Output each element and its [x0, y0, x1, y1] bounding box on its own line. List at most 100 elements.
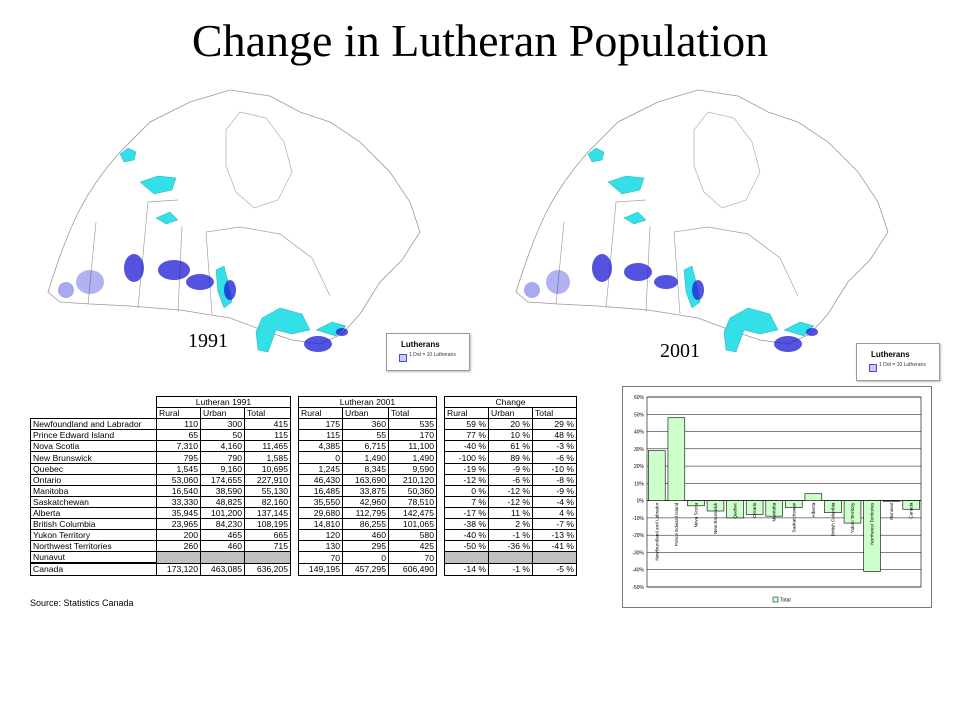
y-tick-label: 60% — [634, 395, 645, 401]
value-1991-cell: 415 — [244, 418, 291, 431]
bar — [804, 493, 823, 501]
value-2001-cell: 535 — [388, 418, 437, 431]
table-row: Manitoba 16,540 38,590 55,130 16,485 33,875 50… — [30, 484, 577, 497]
change-cell: -41 % — [532, 540, 577, 553]
bar — [706, 500, 725, 512]
table-row: Canada 173,120 463,085 636,205 149,195 457,29… — [30, 562, 577, 576]
value-2001-cell: 8,345 — [342, 462, 389, 475]
dot-swatch-icon — [869, 364, 877, 372]
change-cell: -10 % — [532, 462, 577, 475]
value-2001-cell: 1,490 — [342, 451, 389, 464]
map-2001-legend-text: 1 Dot = 10 Lutherans — [879, 362, 926, 368]
change-cell: -9 % — [488, 462, 533, 475]
bar — [687, 500, 705, 507]
value-2001-cell: 149,195 — [298, 562, 343, 576]
value-2001-cell: 78,510 — [388, 495, 437, 508]
row-name: New Brunswick — [30, 451, 157, 464]
value-1991-cell: 110 — [156, 418, 201, 431]
change-cell: 29 % — [532, 418, 577, 431]
row-name: Saskatchewan — [30, 495, 157, 508]
value-1991-cell: 9,160 — [200, 462, 245, 475]
value-2001-cell: 115 — [298, 429, 343, 442]
value-2001-cell: 1,490 — [388, 451, 437, 464]
value-2001-cell: 46,430 — [298, 473, 343, 486]
bar — [785, 500, 803, 508]
bar — [882, 500, 901, 502]
table-row: Saskatchewan 33,330 48,825 82,160 35,550 42,9… — [30, 495, 577, 508]
map-1991-legend: Lutherans 1 Dot = 10 Lutherans — [386, 333, 470, 371]
map-2001-legend-title: Lutherans — [871, 350, 910, 359]
map-1991 — [30, 82, 466, 382]
value-1991-cell: 300 — [200, 418, 245, 431]
change-cell: -36 % — [488, 540, 533, 553]
change-cell: -38 % — [444, 518, 489, 531]
value-1991-cell: 101,200 — [200, 506, 245, 520]
bar — [667, 417, 686, 501]
change-cell: -50 % — [444, 540, 489, 553]
change-cell: -6 % — [532, 451, 577, 464]
value-2001-cell: 457,295 — [342, 562, 389, 576]
table-group-header-row: Lutheran 1991 Lutheran 2001 Change — [31, 395, 577, 409]
value-2001-cell: 120 — [298, 529, 343, 542]
sub-header-total: Total — [532, 407, 577, 420]
change-cell: 59 % — [444, 418, 489, 431]
legend-swatch — [772, 596, 779, 603]
sub-header-urban: Urban — [200, 407, 245, 420]
value-1991-cell: 50 — [200, 429, 245, 442]
category-label: Prince Edward Island — [674, 502, 679, 546]
table-source-note: Source: Statistics Canada — [30, 598, 134, 608]
table-body: Lutheran 1991 Lutheran 2001 Change Rural… — [30, 395, 577, 576]
change-cell — [488, 551, 533, 564]
value-1991-cell: 1,585 — [244, 451, 291, 464]
value-2001-cell: 1,245 — [298, 462, 343, 475]
table-row: Prince Edward Island 65 50 115 115 55 170 77 % 1… — [30, 429, 577, 442]
category-label: Ontario — [752, 502, 757, 518]
sub-header-total: Total — [388, 407, 437, 420]
table-row: New Brunswick 795 790 1,585 0 1,490 1,490 -100 … — [30, 451, 577, 464]
table-row: British Columbia 23,965 84,230 108,195 14,81… — [30, 518, 577, 531]
row-name: Manitoba — [30, 484, 157, 497]
value-1991-cell: 16,540 — [156, 484, 201, 497]
value-1991-cell: 715 — [244, 540, 291, 553]
value-2001-cell: 606,490 — [388, 562, 437, 576]
sub-header-rural: Rural — [156, 407, 201, 420]
slide-title: Change in Lutheran Population — [191, 15, 769, 66]
category-label: New Brunswick — [713, 502, 718, 534]
value-2001-cell: 42,960 — [342, 495, 389, 508]
value-1991-cell: 790 — [200, 451, 245, 464]
row-name: Alberta — [30, 506, 157, 520]
map-1991-legend-text: 1 Dot = 10 Lutherans — [409, 352, 456, 358]
value-1991-cell: 4,160 — [200, 440, 245, 453]
sub-header-urban: Urban — [342, 407, 389, 420]
change-bar-chart: 60% 50% 40% 30% 20% 10% 0% -10% -20% -30% -40% -50%… — [632, 395, 922, 604]
category-label: Quebec — [733, 502, 738, 519]
value-1991-cell — [244, 551, 291, 564]
value-2001-cell: 29,680 — [298, 506, 343, 520]
row-name: Newfoundland and Labrador — [30, 418, 157, 431]
change-cell: 10 % — [488, 429, 533, 442]
change-cell: -12 % — [488, 495, 533, 508]
bar — [863, 500, 881, 572]
bar — [765, 500, 783, 517]
change-cell: -12 % — [444, 473, 489, 486]
table-sub-header-row: Rural Urban Total Rural Urban Total Rura… — [31, 407, 577, 420]
change-cell: -6 % — [488, 473, 533, 486]
group-header-1991: Lutheran 1991 — [156, 395, 291, 409]
change-bar-chart-frame: 60% 50% 40% 30% 20% 10% 0% -10% -20% -30% -40% -50%… — [622, 386, 932, 608]
change-cell: -13 % — [532, 529, 577, 542]
map-2001-legend: Lutherans 1 Dot = 10 Lutherans — [856, 343, 940, 381]
sub-header-rural: Rural — [444, 407, 489, 420]
change-cell: 77 % — [444, 429, 489, 442]
row-name: Nunavut — [30, 551, 157, 564]
y-tick-label: 30% — [634, 447, 645, 453]
value-2001-cell: 360 — [342, 418, 389, 431]
category-label: Alberta — [811, 502, 816, 517]
category-label: Saskatchewan — [791, 502, 796, 532]
value-1991-cell: 10,695 — [244, 462, 291, 475]
bar — [843, 500, 862, 524]
y-tick-label: -20% — [632, 533, 644, 539]
value-2001-cell: 70 — [388, 551, 437, 564]
value-1991-cell: 108,195 — [244, 518, 291, 531]
row-name: Yukon Territory — [30, 529, 157, 542]
value-2001-cell: 11,100 — [388, 440, 437, 453]
